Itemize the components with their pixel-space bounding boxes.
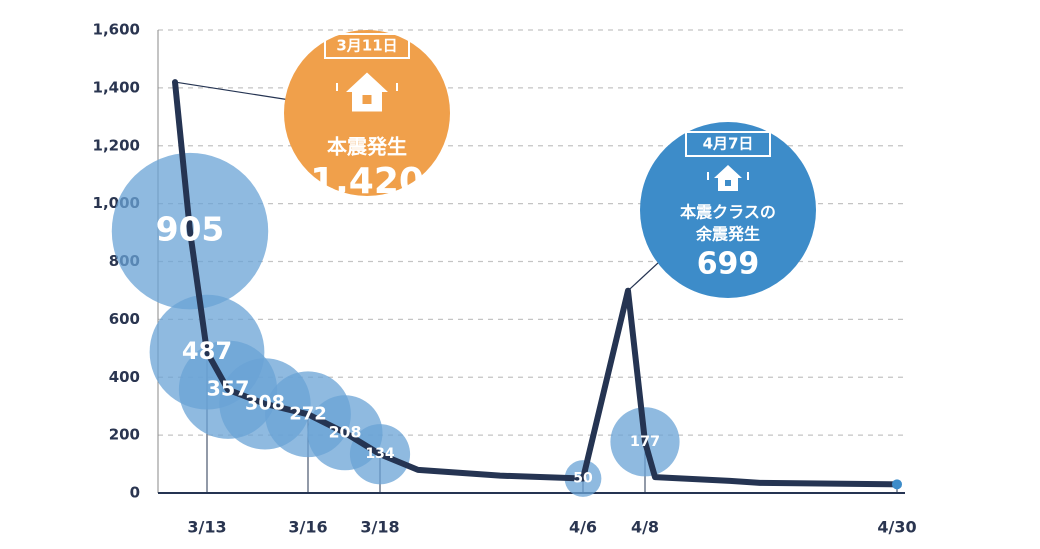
bubble-label: 208 <box>329 422 362 441</box>
date-box <box>685 131 771 157</box>
y-tick-label: 400 <box>109 368 140 386</box>
bubble-label: 487 <box>182 337 232 365</box>
date-label: 4月7日 <box>703 135 754 153</box>
icon <box>707 172 749 180</box>
bubble-label: 50 <box>573 471 593 487</box>
date-label: 3月11日 <box>336 37 397 55</box>
icon <box>714 165 742 191</box>
icon <box>336 83 398 91</box>
x-tick-label: 4/6 <box>569 518 597 537</box>
bubble-label: 357 <box>206 377 249 401</box>
y-tick-label: 1,200 <box>93 136 140 154</box>
callout-value: 699 <box>697 247 760 282</box>
y-tick-label: 1,400 <box>93 78 140 96</box>
x-tick-label: 3/13 <box>187 518 226 537</box>
line <box>172 79 900 488</box>
callout-value: 1,420 <box>310 161 424 202</box>
y-tick-label: 0 <box>130 484 140 502</box>
y-tick-label: 1,600 <box>93 21 140 39</box>
x-tick-label: 3/18 <box>360 518 399 537</box>
icon <box>346 72 388 112</box>
x-tick-label: 4/30 <box>877 518 916 537</box>
icon <box>725 180 731 186</box>
callout-text: 余震発生 <box>695 225 760 244</box>
bubble-label: 272 <box>289 403 327 424</box>
y-tick-label: 600 <box>109 310 140 328</box>
bubble-label: 308 <box>245 391 285 414</box>
x-tick-label: 3/16 <box>288 518 327 537</box>
bubble-label: 905 <box>156 211 225 249</box>
callout-circle <box>640 122 816 298</box>
callout-text: 本震発生 <box>327 135 407 159</box>
icon <box>362 95 372 104</box>
leader-line <box>174 81 291 101</box>
bubble-label: 134 <box>365 446 394 462</box>
date-box <box>324 33 410 59</box>
bubble-label: 177 <box>630 434 660 450</box>
callout-text: 本震クラスの <box>680 203 776 222</box>
y-tick-label: 200 <box>109 426 140 444</box>
callout-circle <box>284 30 450 196</box>
end-dot <box>892 479 902 490</box>
x-tick-label: 4/8 <box>631 518 659 537</box>
